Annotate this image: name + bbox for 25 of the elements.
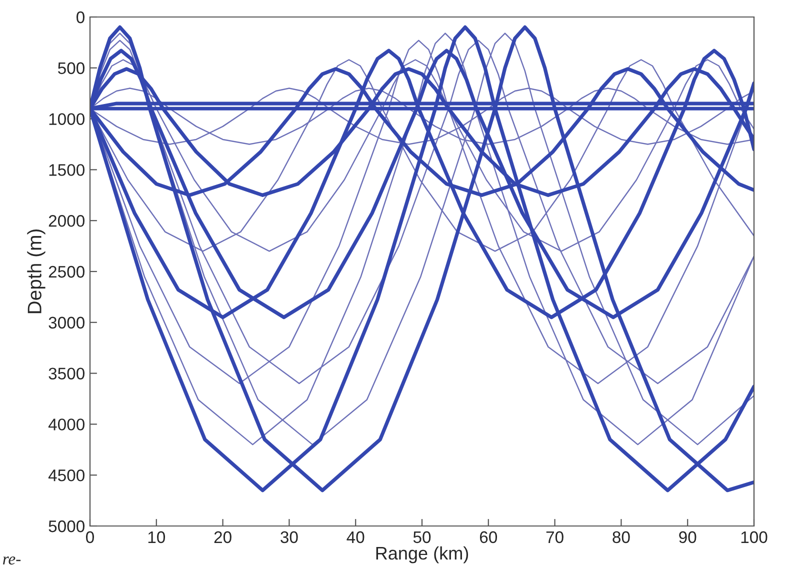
y-tick-label: 1000: [49, 113, 84, 126]
x-tick-label: 10: [148, 531, 166, 544]
x-tick-label: 80: [612, 531, 630, 544]
text: re-: [3, 556, 21, 565]
x-tick-label: 30: [280, 531, 298, 544]
y-tick-label: 1500: [49, 164, 84, 176]
y-tick-label: 5000: [48, 520, 84, 532]
y-axis-title: Depth (m): [27, 229, 46, 314]
x-tick-label: 70: [546, 531, 564, 544]
y-tick-label: 4500: [48, 470, 84, 482]
y-tick-label: 2000: [48, 215, 84, 227]
y-tick-label: 2500: [48, 266, 84, 278]
x-tick-label: 100: [741, 531, 768, 544]
x-axis-title: Range (km): [376, 546, 468, 564]
y-tick-label: 4000: [48, 418, 84, 430]
y-tick-label: 3000: [48, 316, 84, 329]
y-tick-label: 3500: [48, 368, 84, 380]
x-tick-label: 0: [86, 531, 94, 544]
y-tick-label: 0: [76, 11, 84, 24]
x-tick-label: 50: [413, 531, 431, 544]
x-tick-label: 60: [480, 531, 498, 544]
x-tick-label: 90: [679, 531, 696, 544]
x-tick-label: 40: [346, 531, 364, 544]
y-tick-label: 500: [58, 62, 84, 74]
x-tick-label: 20: [214, 531, 232, 544]
